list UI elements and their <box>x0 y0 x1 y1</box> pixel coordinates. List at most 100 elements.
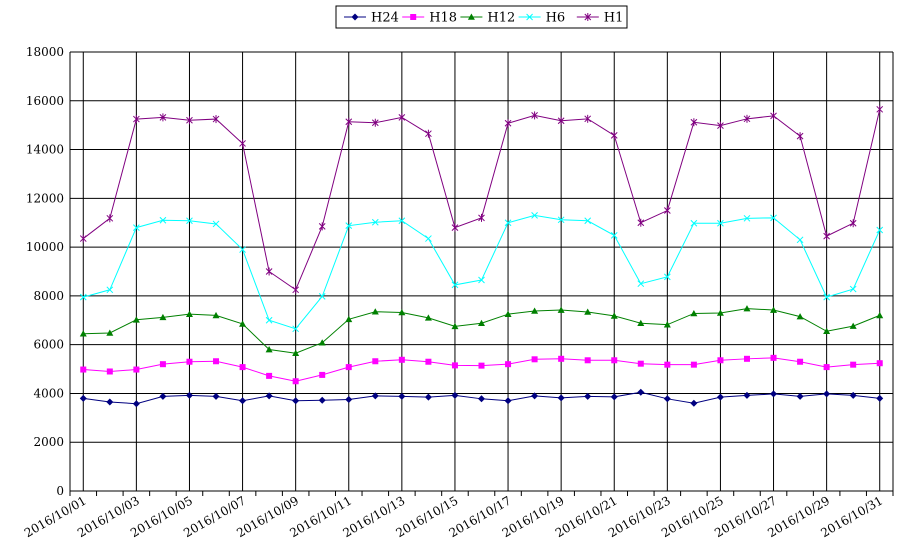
data-point <box>266 372 273 379</box>
legend-item-h6: H6 <box>518 11 565 26</box>
data-point <box>425 129 432 138</box>
data-point <box>132 400 140 408</box>
data-point-stroke <box>770 214 777 222</box>
data-point <box>505 361 512 368</box>
data-point <box>351 13 359 21</box>
data-point <box>504 219 512 227</box>
data-point-stroke <box>186 217 193 225</box>
data-point <box>79 394 87 402</box>
legend-label: H18 <box>429 11 457 26</box>
data-point <box>186 116 193 125</box>
data-point <box>318 293 326 300</box>
data-point-stroke <box>133 224 140 231</box>
legend-item-h24: H24 <box>344 11 399 26</box>
data-point <box>398 308 406 316</box>
y-tick-label: 10000 <box>26 240 64 254</box>
data-point <box>823 232 830 241</box>
data-point-stroke <box>345 222 353 230</box>
data-point <box>743 305 751 312</box>
data-point <box>212 392 220 400</box>
data-point <box>716 393 724 401</box>
data-point <box>770 111 777 120</box>
y-tick-label: 14000 <box>26 143 64 157</box>
data-point <box>504 119 512 128</box>
data-point <box>133 115 140 124</box>
y-tick-label: 6000 <box>33 338 64 352</box>
data-point <box>557 394 565 402</box>
data-point-stroke <box>526 13 533 21</box>
series-h12 <box>79 305 884 357</box>
data-point <box>410 14 417 20</box>
data-point <box>584 114 592 123</box>
legend-label: H12 <box>487 11 515 26</box>
data-point <box>504 397 512 405</box>
data-point <box>849 322 857 329</box>
data-point <box>239 246 246 253</box>
data-point <box>664 361 671 368</box>
data-point <box>371 392 379 400</box>
data-point-stroke <box>690 219 698 227</box>
data-point <box>133 224 140 231</box>
data-point <box>637 360 644 367</box>
legend-label: H24 <box>371 11 399 26</box>
data-point <box>690 309 698 317</box>
data-point <box>318 396 326 404</box>
data-point <box>610 131 618 140</box>
data-point <box>584 392 592 400</box>
data-point <box>637 280 645 288</box>
data-point <box>398 217 406 225</box>
data-point <box>265 316 273 324</box>
data-point <box>796 392 804 400</box>
data-point <box>106 329 114 336</box>
data-point <box>132 316 140 323</box>
data-point <box>770 390 778 398</box>
data-point <box>531 307 539 314</box>
x-axis: 2016/10/012016/10/032016/10/052016/10/07… <box>22 490 894 540</box>
data-point-stroke <box>318 293 326 300</box>
data-point <box>610 393 618 401</box>
data-point <box>743 355 750 362</box>
data-point <box>849 219 857 228</box>
data-point-stroke <box>371 218 379 226</box>
data-point <box>318 222 326 231</box>
data-point <box>717 219 724 227</box>
data-point-stroke <box>637 280 645 288</box>
data-point <box>398 356 405 363</box>
data-point <box>213 358 220 365</box>
data-point <box>239 397 247 405</box>
data-point <box>558 355 565 362</box>
series-h18 <box>80 354 883 385</box>
data-point <box>717 121 724 130</box>
data-point <box>531 111 538 120</box>
data-point <box>743 214 751 222</box>
data-point <box>371 218 379 226</box>
y-axis: 0 2000 4000 6000 8000 10000 12000 14000 16000 180… <box>26 45 894 498</box>
data-point <box>372 358 379 365</box>
data-point-stroke <box>478 276 485 284</box>
data-point <box>690 399 698 407</box>
data-point <box>133 366 140 373</box>
data-point <box>823 390 831 398</box>
data-point <box>584 308 592 315</box>
y-tick-label: 16000 <box>26 94 64 108</box>
data-point <box>159 313 167 321</box>
data-point <box>239 320 247 327</box>
data-point <box>292 325 300 333</box>
data-point-stroke <box>106 286 114 294</box>
data-point <box>185 391 193 399</box>
data-point-stroke <box>876 226 884 234</box>
data-point-stroke <box>159 216 167 224</box>
data-point <box>451 281 459 289</box>
legend: H24 H18 H12 H6 H1 <box>335 5 628 29</box>
data-point-stroke <box>292 325 300 333</box>
data-point <box>478 362 485 369</box>
data-point <box>239 139 246 148</box>
data-point-stroke <box>531 212 538 219</box>
data-point <box>80 366 87 373</box>
data-point <box>345 315 353 323</box>
data-point <box>637 388 645 396</box>
data-point-stroke <box>79 293 87 301</box>
data-point-stroke <box>451 281 459 289</box>
data-point <box>610 312 618 319</box>
